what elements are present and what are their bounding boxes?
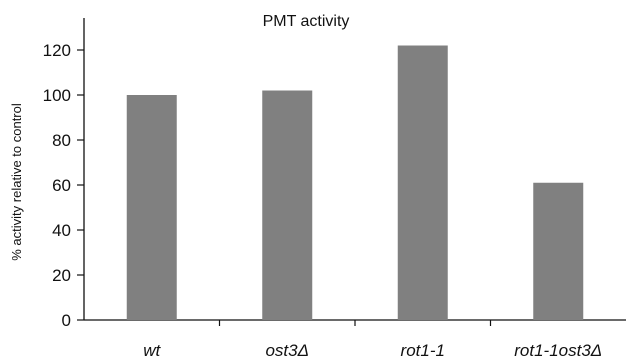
bar (397, 45, 448, 320)
y-tick-label: 60 (52, 176, 71, 195)
x-category-label: rot1-1ost3Δ (514, 341, 602, 360)
y-tick-label: 20 (52, 266, 71, 285)
y-tick-label: 40 (52, 221, 71, 240)
y-tick-label: 80 (52, 131, 71, 150)
bar (126, 95, 177, 320)
y-tick-label: 120 (43, 41, 71, 60)
x-category-label: ost3Δ (265, 341, 309, 360)
bar (533, 182, 584, 320)
y-axis-label: % activity relative to control (9, 103, 24, 261)
x-category-label: rot1-1 (401, 341, 445, 360)
x-categories: wt ost3Δ rot1-1 rot1-1ost3Δ (143, 320, 602, 360)
y-tick-label: 0 (62, 311, 71, 330)
bars (126, 45, 584, 320)
chart-title: PMT activity (263, 13, 350, 30)
bar (262, 90, 313, 320)
x-category-label: wt (143, 341, 161, 360)
y-tick-label: 100 (43, 86, 71, 105)
y-ticks: 0 20 40 60 80 100 120 (43, 41, 84, 330)
